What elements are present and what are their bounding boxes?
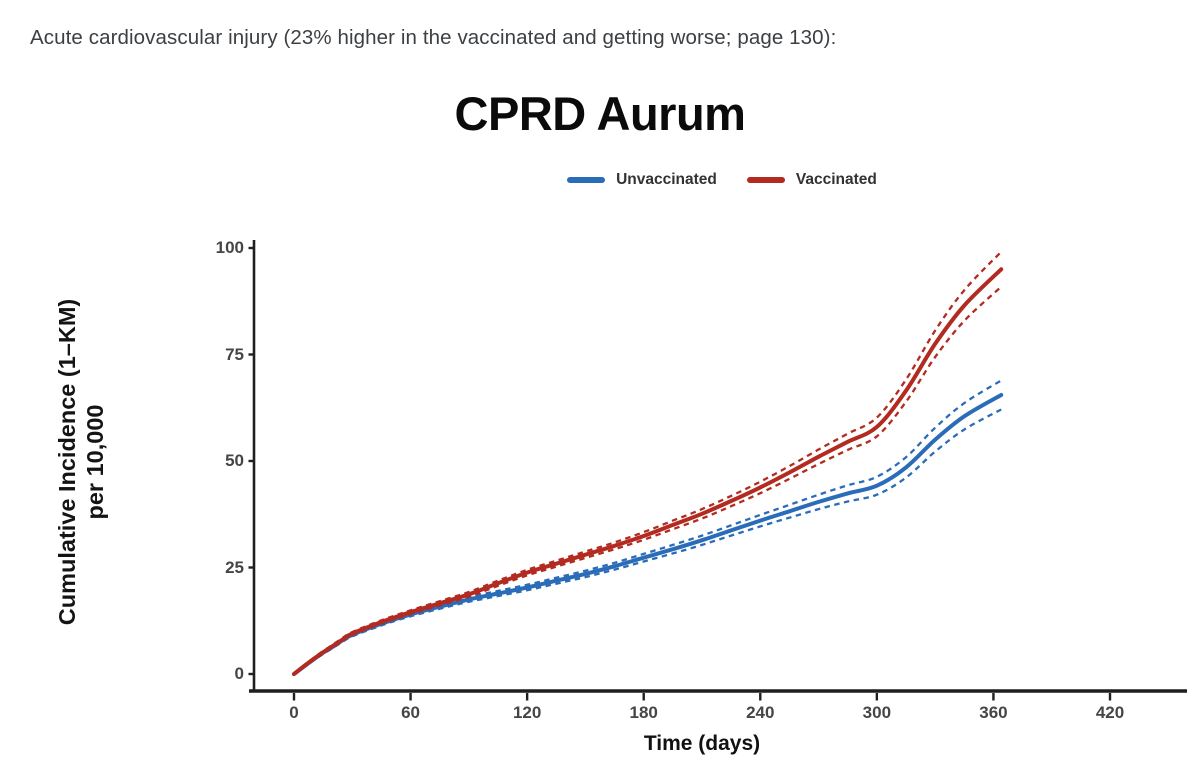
legend: Unvaccinated Vaccinated [254, 168, 1190, 192]
x-tick-label: 420 [1095, 703, 1125, 722]
x-tick-label: 0 [289, 703, 299, 722]
y-tick-label: 75 [225, 344, 244, 364]
plot-area [248, 240, 1187, 701]
legend-label-vaccinated: Vaccinated [795, 171, 877, 188]
y-axis-label-line1: Cumulative Incidence (1–KM) [54, 298, 80, 626]
x-tick-label: 120 [512, 703, 542, 722]
chart-title: CPRD Aurum [454, 87, 746, 140]
legend-item-unvaccinated: Unvaccinated [567, 171, 717, 189]
unvaccinated-line-swatch [567, 177, 606, 183]
x-tick-label: 180 [629, 703, 658, 722]
y-tick-label: 100 [215, 238, 244, 257]
x-axis-label: Time (days) [643, 732, 761, 755]
legend-label-unvaccinated: Unvaccinated [616, 171, 717, 188]
y-axis-label: Cumulative Incidence (1–KM) per 10,000 [53, 222, 111, 702]
vaccinated-line-swatch [746, 177, 785, 183]
caption-text: Acute cardiovascular injury (23% higher … [30, 26, 837, 49]
y-tick-label: 25 [225, 557, 244, 577]
x-tick-label: 360 [979, 703, 1008, 722]
legend-item-vaccinated: Vaccinated [746, 171, 877, 189]
x-tick-label: 60 [401, 703, 421, 722]
x-tick-label: 300 [862, 703, 892, 722]
y-tick-label: 0 [234, 664, 244, 683]
y-axis-label-line2: per 10,000 [82, 404, 108, 520]
x-tick-label: 240 [746, 703, 775, 722]
y-tick-label: 50 [225, 451, 244, 470]
